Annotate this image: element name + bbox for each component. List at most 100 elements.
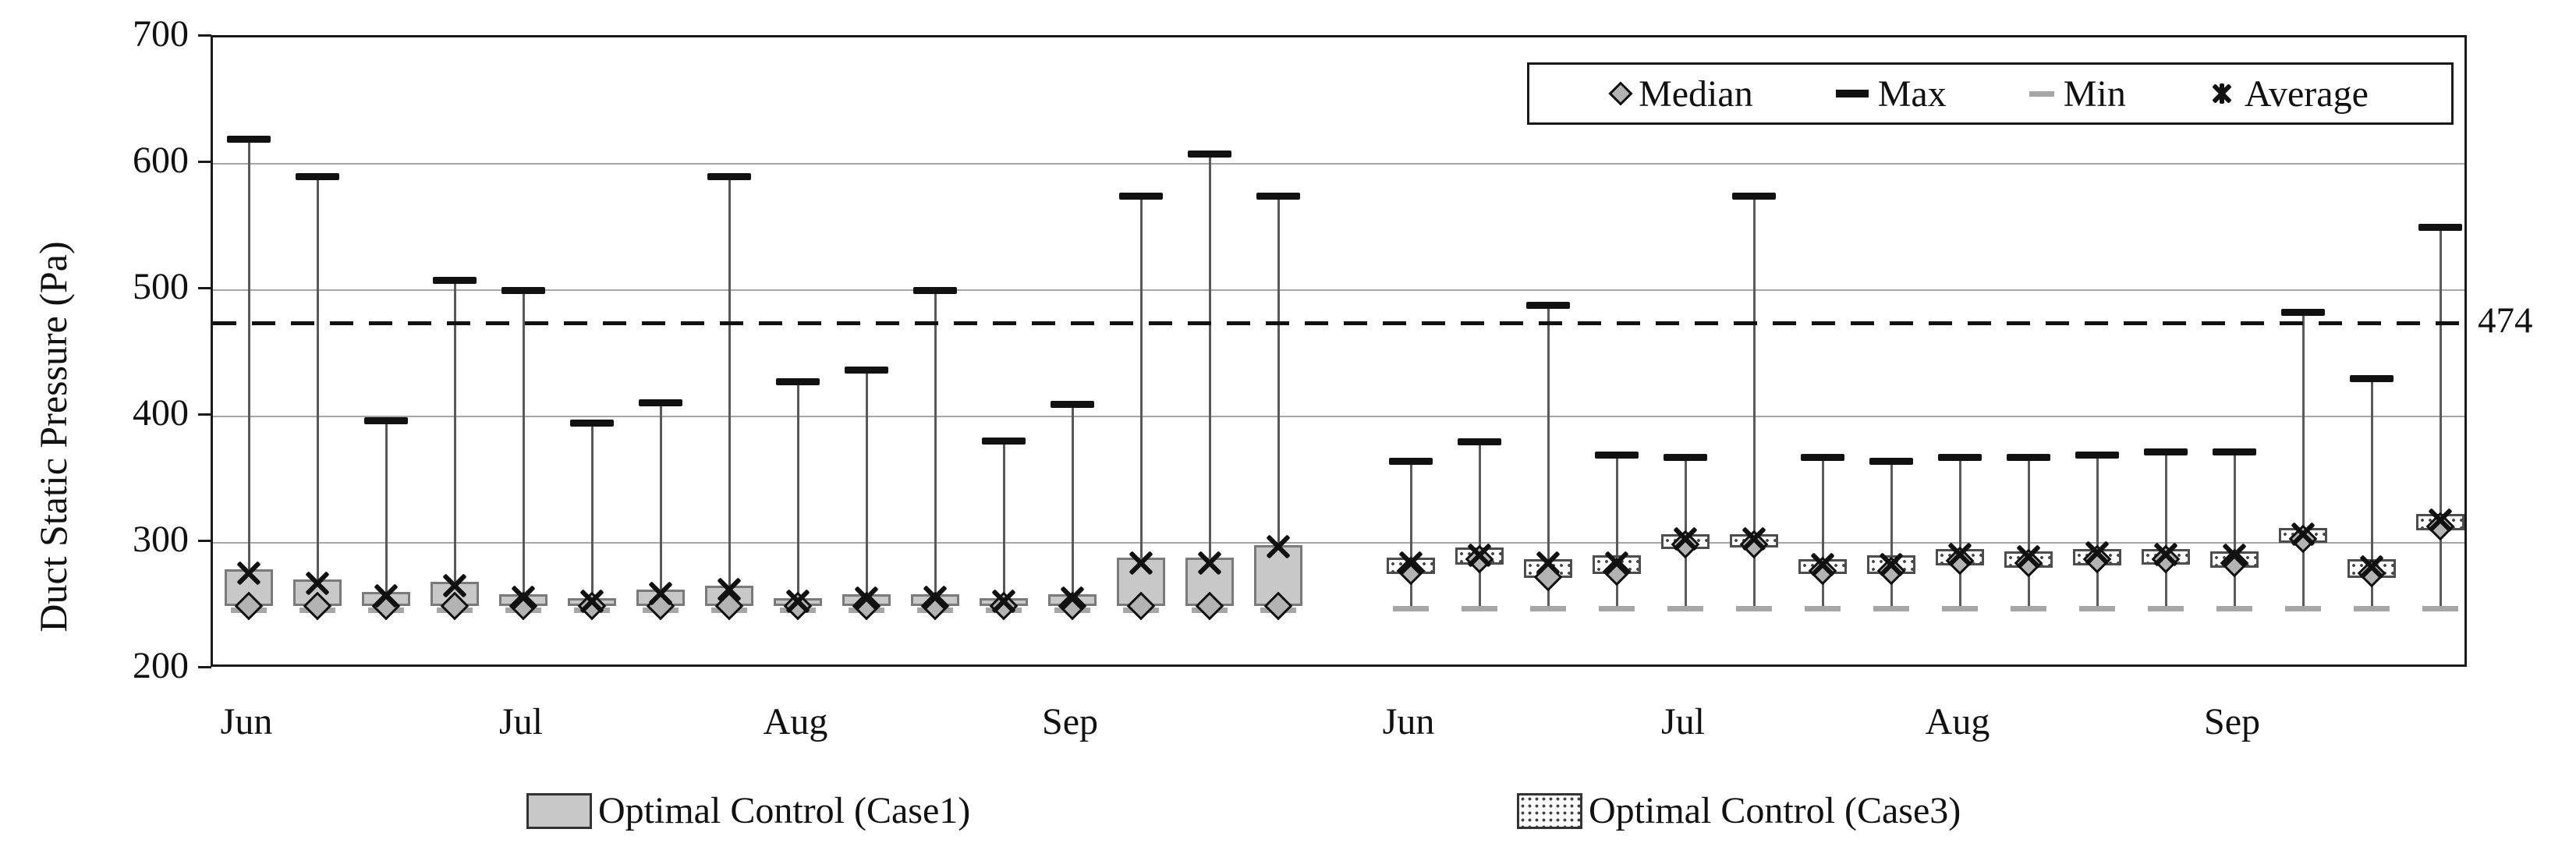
g1-box11-whisker	[934, 290, 937, 610]
g2-box9-max-marker	[1938, 453, 1982, 461]
g2-box16-max-marker	[2418, 224, 2462, 231]
g1-box2-whisker	[316, 176, 319, 610]
y-axis-title: Duct Static Pressure (Pa)	[31, 241, 75, 632]
x-month-label-case3-aug: Aug	[1925, 701, 1990, 742]
g2-box13-min-marker	[2216, 606, 2252, 612]
g1-box13-max-marker	[1051, 400, 1094, 408]
g1-box12-max-marker	[982, 437, 1026, 445]
case3-swatch-icon	[1517, 792, 1582, 829]
g2-box6-min-marker	[1736, 606, 1772, 612]
series-label-case1: Optimal Control (Case1)	[598, 790, 971, 831]
g2-box9-whisker	[1958, 456, 1961, 609]
g2-box7-whisker	[1821, 456, 1824, 609]
g2-box8-max-marker	[1869, 457, 1913, 465]
gridline-300	[213, 542, 2464, 544]
g2-box4-max-marker	[1595, 451, 1639, 459]
g1-box8-whisker	[728, 176, 731, 610]
g2-box7-min-marker	[1805, 606, 1841, 612]
g2-box11-whisker	[2096, 454, 2099, 609]
y-tick-mark-200	[198, 666, 211, 668]
y-tick-label-200: 200	[133, 645, 189, 686]
g2-box10-min-marker	[2011, 606, 2046, 612]
g2-box8-min-marker	[1873, 606, 1909, 612]
g2-box2-min-marker	[1462, 606, 1497, 612]
g2-box5-min-marker	[1667, 606, 1703, 612]
x-month-label-case3-sep: Sep	[2204, 701, 2260, 742]
g2-box15-max-marker	[2350, 375, 2394, 383]
g2-box11-min-marker	[2079, 606, 2115, 612]
x-month-label-case1-sep: Sep	[1042, 701, 1098, 742]
g1-box10-whisker	[865, 370, 868, 610]
y-tick-label-300: 300	[133, 519, 189, 560]
g1-box6-max-marker	[570, 420, 614, 427]
y-tick-label-600: 600	[133, 140, 189, 181]
g1-box1-whisker	[247, 138, 250, 610]
g1-box16-whisker	[1277, 195, 1280, 610]
g1-box6-whisker	[590, 423, 594, 610]
g2-box4-whisker	[1615, 454, 1618, 609]
average-asterisk-icon	[2209, 80, 2235, 107]
legend-item-average: Average	[2209, 73, 2369, 115]
min-dash-icon	[2029, 90, 2054, 97]
g1-box4-whisker	[453, 280, 456, 610]
g1-box2-max-marker	[296, 173, 339, 181]
g2-box12-min-marker	[2148, 606, 2184, 612]
g1-box5-whisker	[522, 290, 525, 610]
g2-box2-max-marker	[1458, 438, 1501, 446]
series-legend-case3: Optimal Control (Case3)	[1517, 789, 1961, 832]
g2-box13-max-marker	[2213, 448, 2256, 456]
g1-box15-whisker	[1208, 154, 1211, 610]
g2-box1-whisker	[1409, 460, 1412, 609]
g2-box12-whisker	[2164, 452, 2167, 609]
gridline-500	[213, 289, 2464, 291]
g2-box12-max-marker	[2144, 448, 2188, 456]
legend-item-min: Min	[2029, 73, 2126, 115]
g2-box14-min-marker	[2285, 606, 2321, 612]
g2-box3-max-marker	[1526, 302, 1570, 310]
g1-box14-whisker	[1139, 195, 1143, 610]
gridline-400	[213, 416, 2464, 417]
g1-box12-median-marker	[989, 591, 1019, 621]
y-tick-mark-700	[198, 34, 211, 37]
threshold-label: 474	[2478, 300, 2533, 342]
g2-box1-min-marker	[1393, 606, 1429, 612]
g2-box1-max-marker	[1389, 457, 1433, 465]
g2-box6-max-marker	[1732, 192, 1776, 200]
y-tick-mark-500	[198, 287, 211, 289]
y-tick-label-400: 400	[133, 392, 189, 434]
g2-box14-max-marker	[2281, 308, 2325, 316]
g2-box10-whisker	[2027, 456, 2030, 609]
marker-legend: Median Max Min Average	[1527, 62, 2454, 125]
g1-box15-max-marker	[1188, 151, 1231, 158]
legend-item-max: Max	[1835, 73, 1947, 115]
legend-label-average: Average	[2244, 73, 2369, 115]
legend-label-median: Median	[1639, 73, 1753, 115]
x-month-label-case1-aug: Aug	[763, 701, 828, 742]
series-legend-case1: Optimal Control (Case1)	[526, 789, 970, 832]
max-dash-icon	[1835, 90, 1869, 97]
g2-box7-max-marker	[1801, 453, 1844, 461]
threshold-line	[213, 321, 2464, 326]
x-month-label-case3-jul: Jul	[1660, 701, 1705, 742]
y-tick-mark-400	[198, 413, 211, 416]
g2-box11-max-marker	[2075, 451, 2119, 459]
gridline-600	[213, 163, 2464, 165]
g1-box16-max-marker	[1256, 192, 1300, 200]
g1-box14-max-marker	[1119, 192, 1163, 200]
g2-box16-whisker	[2439, 227, 2442, 609]
g2-box15-min-marker	[2354, 606, 2390, 612]
g1-box3-max-marker	[364, 416, 408, 424]
g1-box7-whisker	[659, 402, 662, 610]
g1-box3-whisker	[384, 420, 388, 610]
y-tick-mark-300	[198, 540, 211, 542]
y-tick-label-500: 500	[133, 266, 189, 307]
g1-box10-max-marker	[845, 367, 888, 374]
plot-area	[211, 35, 2467, 667]
g2-box5-max-marker	[1664, 453, 1707, 461]
g2-box4-min-marker	[1599, 606, 1635, 612]
g1-box8-max-marker	[707, 173, 751, 181]
g1-box7-max-marker	[639, 399, 682, 407]
g1-box11-max-marker	[913, 287, 957, 294]
g1-box12-whisker	[1002, 440, 1005, 610]
